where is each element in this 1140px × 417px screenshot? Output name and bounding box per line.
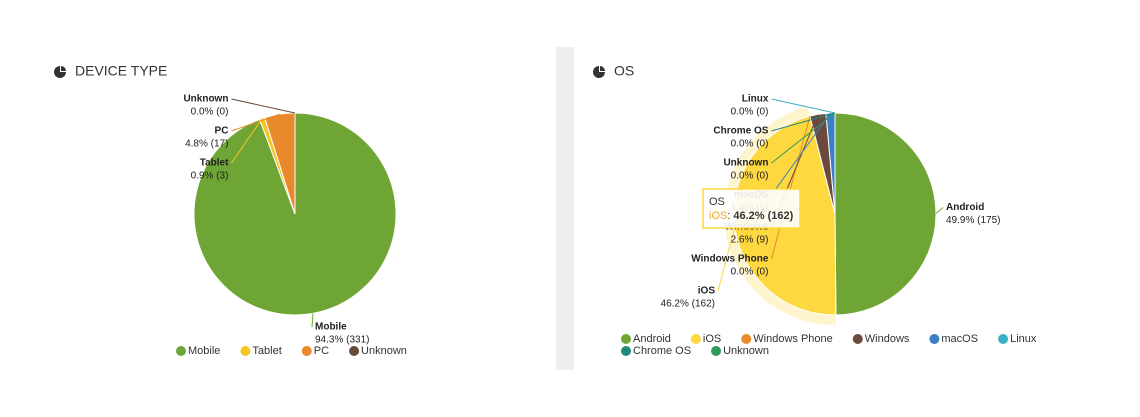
leader-line	[771, 112, 831, 196]
label-name: Chrome OS	[713, 126, 768, 137]
legend-marker	[711, 346, 722, 356]
tooltip-value: 46.2% (162)	[733, 210, 793, 222]
legend-marker	[852, 334, 863, 344]
leader-line	[935, 207, 944, 214]
label-value: 0.0% (0)	[731, 171, 769, 182]
legend-marker	[929, 334, 940, 344]
tooltip-box	[702, 188, 801, 229]
label-value: 2.6% (9)	[731, 235, 769, 246]
legend-marker	[301, 346, 312, 356]
legend-label: Windows Phone	[753, 333, 833, 345]
label-value: 0.0% (0)	[731, 267, 769, 278]
leader-line	[231, 113, 280, 132]
legend-marker	[690, 334, 701, 344]
tooltip-title: OS	[709, 196, 725, 208]
pie-slice	[834, 112, 937, 316]
legend-label: Android	[633, 333, 671, 345]
legend-marker	[349, 346, 360, 356]
legend-marker	[621, 334, 631, 344]
legend-label: Unknown	[723, 345, 769, 357]
pie: Mobile 94.3% (331) Tablet 0.9% (3) PC 4.8% (1…	[183, 94, 397, 346]
label-value: 0.0% (0)	[191, 107, 229, 118]
label-name: Windows Phone	[691, 254, 769, 265]
legend-marker	[998, 334, 1009, 344]
legend-label: Chrome OS	[633, 345, 691, 357]
leader-line	[311, 313, 314, 328]
legend-label: Linux	[1010, 333, 1037, 345]
legend-label: iOS	[703, 333, 721, 345]
label-name: Tablet	[200, 158, 229, 169]
label-name: Android	[946, 202, 984, 213]
legend-marker	[240, 346, 251, 356]
legend-label: PC	[314, 345, 329, 357]
label-name: Mobile	[315, 322, 347, 333]
leader-line	[771, 112, 836, 132]
legend-label: Mobile	[188, 345, 220, 357]
label-name: Linux	[742, 94, 769, 105]
leader-line	[717, 226, 736, 292]
label-value: 0.0% (0)	[731, 139, 769, 150]
label-name: Unknown	[723, 158, 768, 169]
leader-line	[771, 112, 836, 164]
panel-title: OS	[614, 63, 634, 79]
leader-line	[231, 118, 263, 164]
legend-label: macOS	[941, 333, 978, 345]
legend-marker	[741, 334, 752, 344]
label-value: 0.0% (0)	[731, 107, 769, 118]
divider	[556, 47, 574, 370]
pie-icon	[593, 65, 606, 78]
legend-marker	[176, 346, 186, 356]
label-value: 46.2% (162)	[661, 299, 715, 310]
panel-title: DEVICE TYPE	[75, 63, 167, 79]
leader-line	[770, 116, 811, 260]
label-name: iOS	[698, 286, 716, 297]
tooltip: OS iOS:46.2% (162)	[702, 188, 801, 229]
label-value: 4.8% (17)	[185, 139, 228, 150]
label-name: Unknown	[183, 94, 228, 105]
legend-marker	[621, 346, 631, 356]
label-value: 0.9% (3)	[191, 171, 229, 182]
legend-label: Windows	[865, 333, 910, 345]
tooltip-sep: :	[727, 210, 730, 222]
leader-line	[771, 98, 836, 114]
label-name: PC	[215, 126, 229, 137]
tooltip-name: iOS	[709, 210, 727, 222]
label-value: 94.3% (331)	[315, 335, 369, 346]
legend-label: Tablet	[252, 345, 281, 357]
legend-label: Unknown	[361, 345, 407, 357]
label-value: 49.9% (175)	[946, 215, 1000, 226]
leader-line	[231, 98, 296, 114]
pie-icon	[54, 65, 67, 78]
